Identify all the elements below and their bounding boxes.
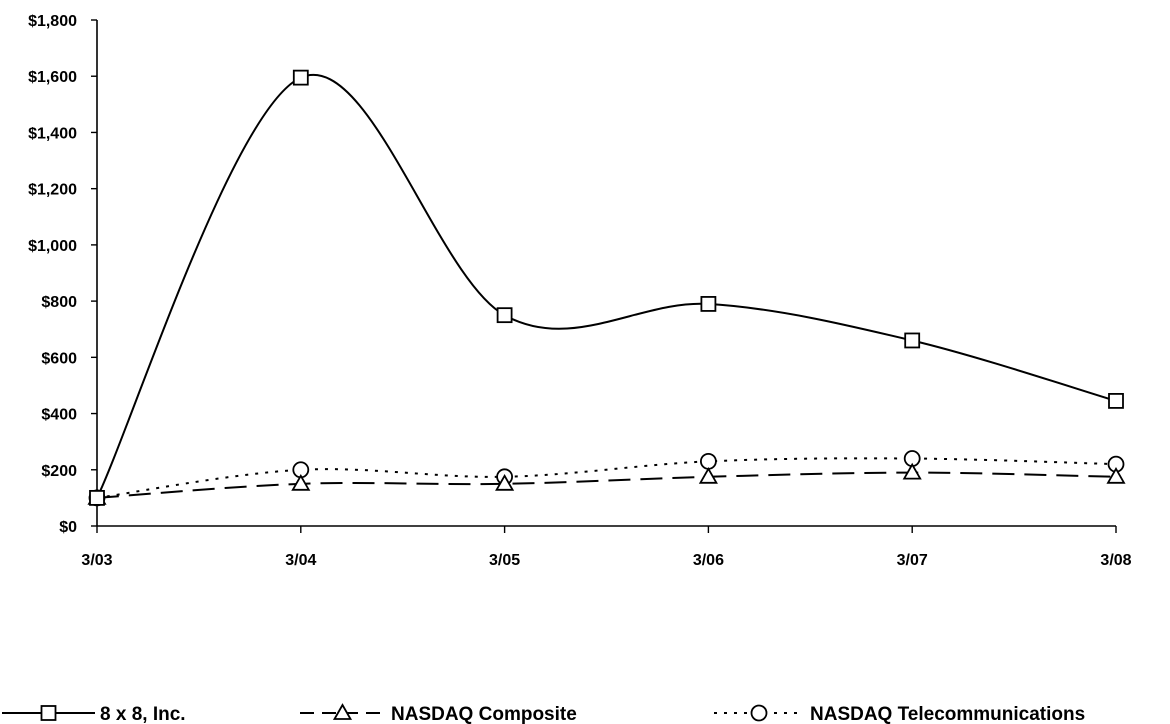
data-point-nasdaq-telecommunications: [700, 452, 717, 470]
series-line-8-x-8-inc: [96, 73, 1117, 499]
y-tick-label: $600: [41, 350, 77, 367]
y-tick-label: $1,800: [28, 13, 77, 30]
data-point-8-x-8-inc: [292, 69, 309, 86]
legend-label: NASDAQ Composite: [391, 704, 577, 724]
series-nasdaq-composite: [87, 462, 1126, 505]
y-tick-label: $1,400: [28, 125, 77, 142]
data-point-8-x-8-inc: [496, 307, 513, 324]
data-point-nasdaq-composite: [698, 466, 718, 484]
y-axis-ticks: $0 $200 $400 $600 $800 $1,000 $1,200 $1,400 $1,6…: [28, 13, 97, 536]
x-tick-label: 3/07: [897, 552, 928, 569]
series-8-x-8-inc: [89, 69, 1124, 506]
y-tick-label: $400: [41, 407, 77, 424]
x-tick-label: 3/08: [1100, 552, 1131, 569]
data-point-8-x-8-inc: [700, 296, 717, 312]
legend-label: NASDAQ Telecommunications: [810, 704, 1085, 724]
chart-axes: [96, 20, 1116, 527]
series-line-nasdaq-telecommunications: [96, 457, 1117, 499]
x-tick-label: 3/03: [81, 552, 112, 569]
series-line-nasdaq-composite: [96, 471, 1117, 499]
data-point-nasdaq-composite: [291, 474, 311, 491]
y-tick-label: $1,600: [28, 69, 77, 86]
x-tick-label: 3/04: [285, 552, 316, 569]
data-point-nasdaq-composite: [902, 462, 922, 480]
data-point-8-x-8-inc: [89, 489, 105, 506]
legend-item-nasdaq-composite: NASDAQ Composite: [300, 703, 577, 724]
x-tick-label: 3/06: [693, 552, 724, 569]
x-tick-label: 3/05: [489, 552, 520, 569]
x-axis-ticks: 3/03 3/04 3/05 3/06 3/07 3/08: [81, 526, 1132, 569]
legend-swatch-marker: [332, 703, 353, 720]
data-point-8-x-8-inc: [904, 332, 921, 349]
y-tick-label: $0: [59, 519, 77, 536]
y-tick-label: $1,200: [28, 182, 77, 199]
data-point-nasdaq-composite: [1106, 466, 1126, 484]
data-point-8-x-8-inc: [1108, 393, 1124, 409]
legend: 8 x 8, Inc. NASDAQ Composite NASDAQ Teleco…: [2, 703, 1085, 724]
legend-item-8-x-8-inc: 8 x 8, Inc.: [2, 704, 186, 724]
legend-label: 8 x 8, Inc.: [100, 704, 186, 724]
legend-item-nasdaq-telecommunications: NASDAQ Telecommunications: [714, 704, 1085, 724]
legend-swatch-marker: [750, 704, 768, 722]
series-nasdaq-telecommunications: [88, 450, 1125, 507]
y-tick-label: $1,000: [28, 238, 77, 255]
y-tick-label: $200: [41, 463, 77, 480]
legend-swatch-marker: [40, 705, 57, 721]
data-point-nasdaq-composite: [495, 474, 515, 491]
series-layer: [87, 69, 1126, 507]
y-tick-label: $800: [41, 294, 77, 311]
